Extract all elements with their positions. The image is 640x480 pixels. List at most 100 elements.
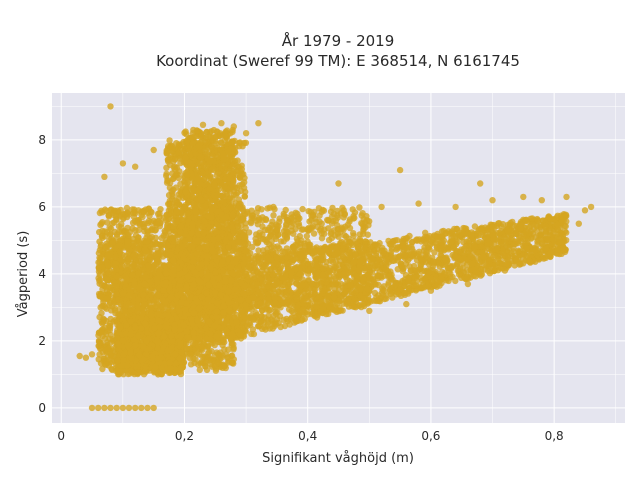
data-point [248,212,256,219]
data-point [356,204,363,211]
data-point [213,228,220,235]
data-point [211,181,218,189]
data-point [294,238,301,245]
data-point [96,339,104,346]
data-point [196,245,203,252]
data-point [198,132,205,140]
data-point [197,154,204,161]
data-point [173,140,180,147]
data-point [97,345,105,352]
data-point [262,237,269,244]
data-point [203,366,211,374]
data-point [208,143,216,151]
data-point [234,205,242,212]
data-point [266,204,273,211]
data-point [254,240,261,247]
data-point [270,212,277,219]
data-point [203,128,210,136]
data-point [188,230,195,237]
data-point [200,229,207,236]
data-point [256,232,263,240]
data-point [307,225,314,232]
data-point [200,359,207,366]
data-point [290,217,298,224]
data-point [199,353,206,360]
data-point [194,238,202,245]
data-point [141,367,149,375]
data-point [222,237,230,245]
data-point [220,198,227,205]
data-point [359,210,366,217]
data-point [346,224,354,232]
data-point [193,127,200,134]
data-point [163,149,171,157]
data-point [109,366,116,374]
data-point [117,324,124,331]
data-point [199,205,206,212]
data-point [222,133,229,140]
data-point [208,166,215,173]
data-point [242,247,250,255]
data-point [324,216,331,224]
chart-title-line-2: Koordinat (Sweref 99 TM): E 368514, N 61… [156,52,520,70]
data-point [169,190,176,197]
data-point [177,370,185,378]
data-point [233,249,240,256]
data-point [192,356,199,363]
data-point [166,359,174,366]
data-point [241,193,248,200]
data-point [351,214,358,222]
data-point [226,174,234,182]
data-point [102,361,110,368]
data-point [183,137,191,144]
data-point [167,365,174,372]
data-point [173,199,180,206]
data-point [303,233,310,240]
data-point [166,143,174,150]
data-point [117,369,124,376]
data-point [249,243,256,251]
data-point [282,206,289,214]
data-point [363,217,371,224]
data-point [99,365,106,373]
data-point [296,215,303,222]
data-point [104,327,112,334]
data-point [240,231,247,238]
data-point [198,197,205,204]
data-point [95,356,102,363]
data-point [189,193,196,200]
data-point [166,137,173,144]
data-point [196,366,203,374]
data-point [208,246,216,253]
data-point [176,355,183,362]
data-point [146,256,154,264]
data-point [131,370,138,378]
data-point [281,232,288,239]
data-point [235,139,243,147]
data-point [214,169,222,176]
data-point [229,223,236,231]
data-point [216,246,223,254]
data-point [184,171,191,179]
data-point [223,221,230,228]
data-point [195,361,202,368]
data-point [318,208,325,216]
data-point [230,346,237,353]
data-point [225,346,232,353]
data-point [172,172,179,179]
data-point [268,221,275,229]
data-point [166,161,174,168]
data-point [218,211,225,219]
data-point [229,182,237,189]
data-point [114,357,122,364]
data-point [274,226,281,233]
data-point [208,214,215,221]
data-point [206,348,213,356]
data-point [207,172,214,180]
data-point [185,179,192,186]
data-point [100,355,108,362]
data-point [98,327,105,334]
data-point [177,159,184,167]
data-point [305,208,312,215]
